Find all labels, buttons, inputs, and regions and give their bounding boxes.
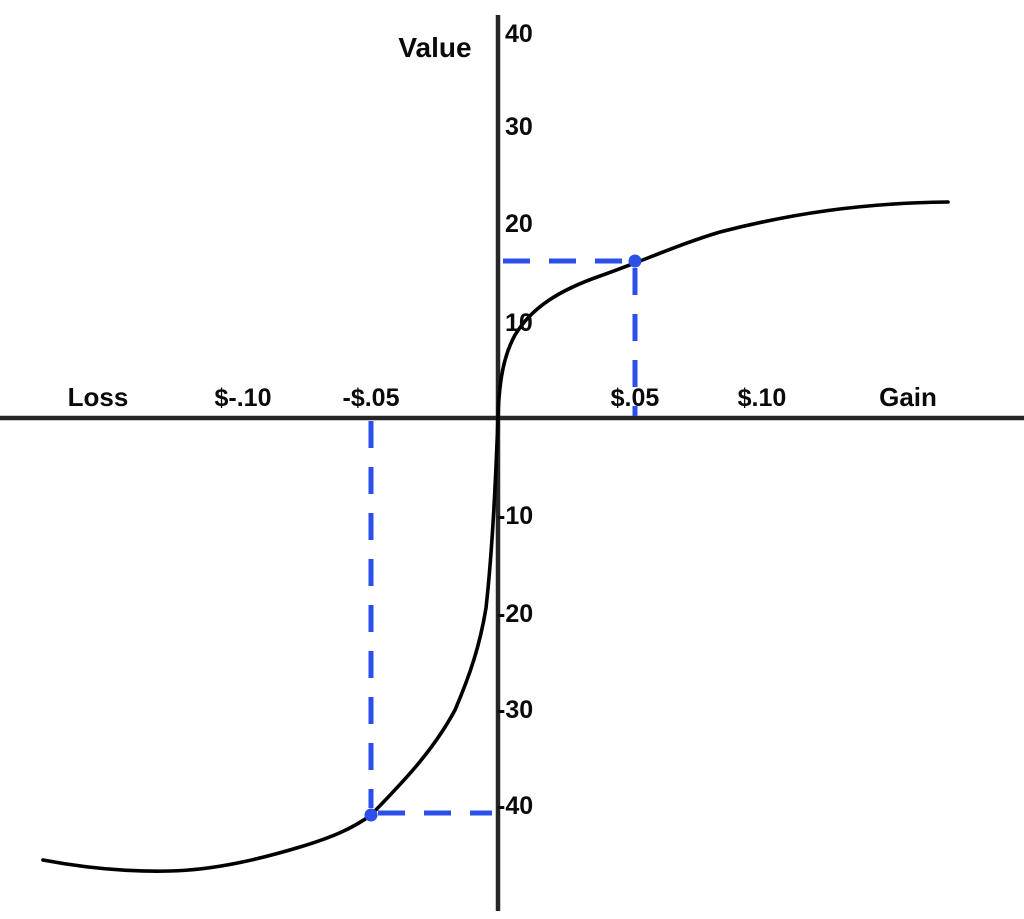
y-tick-neg-30: -30 [497, 696, 533, 724]
x-tick-neg-10-cents: $-.10 [215, 384, 272, 412]
x-tick-neg-05-cents: -$.05 [343, 384, 400, 412]
y-tick-10: 10 [505, 309, 533, 337]
y-axis-title: Value [398, 32, 471, 63]
value-function-curve [41, 200, 950, 873]
x-label-gain: Gain [879, 382, 937, 412]
y-tick-neg-20: -20 [497, 600, 533, 628]
y-tick-30: 30 [505, 113, 533, 141]
x-tick-pos-05-cents: $.05 [611, 384, 660, 412]
y-tick-neg-40: -40 [497, 792, 533, 820]
x-tick-pos-10-cents: $.10 [738, 384, 787, 412]
y-tick-neg-10: -10 [497, 502, 533, 530]
gain-reference-dot [628, 254, 642, 268]
y-tick-20: 20 [505, 210, 533, 238]
loss-reference-dot [364, 808, 378, 822]
x-label-loss: Loss [68, 382, 129, 412]
y-tick-40: 40 [505, 20, 533, 48]
